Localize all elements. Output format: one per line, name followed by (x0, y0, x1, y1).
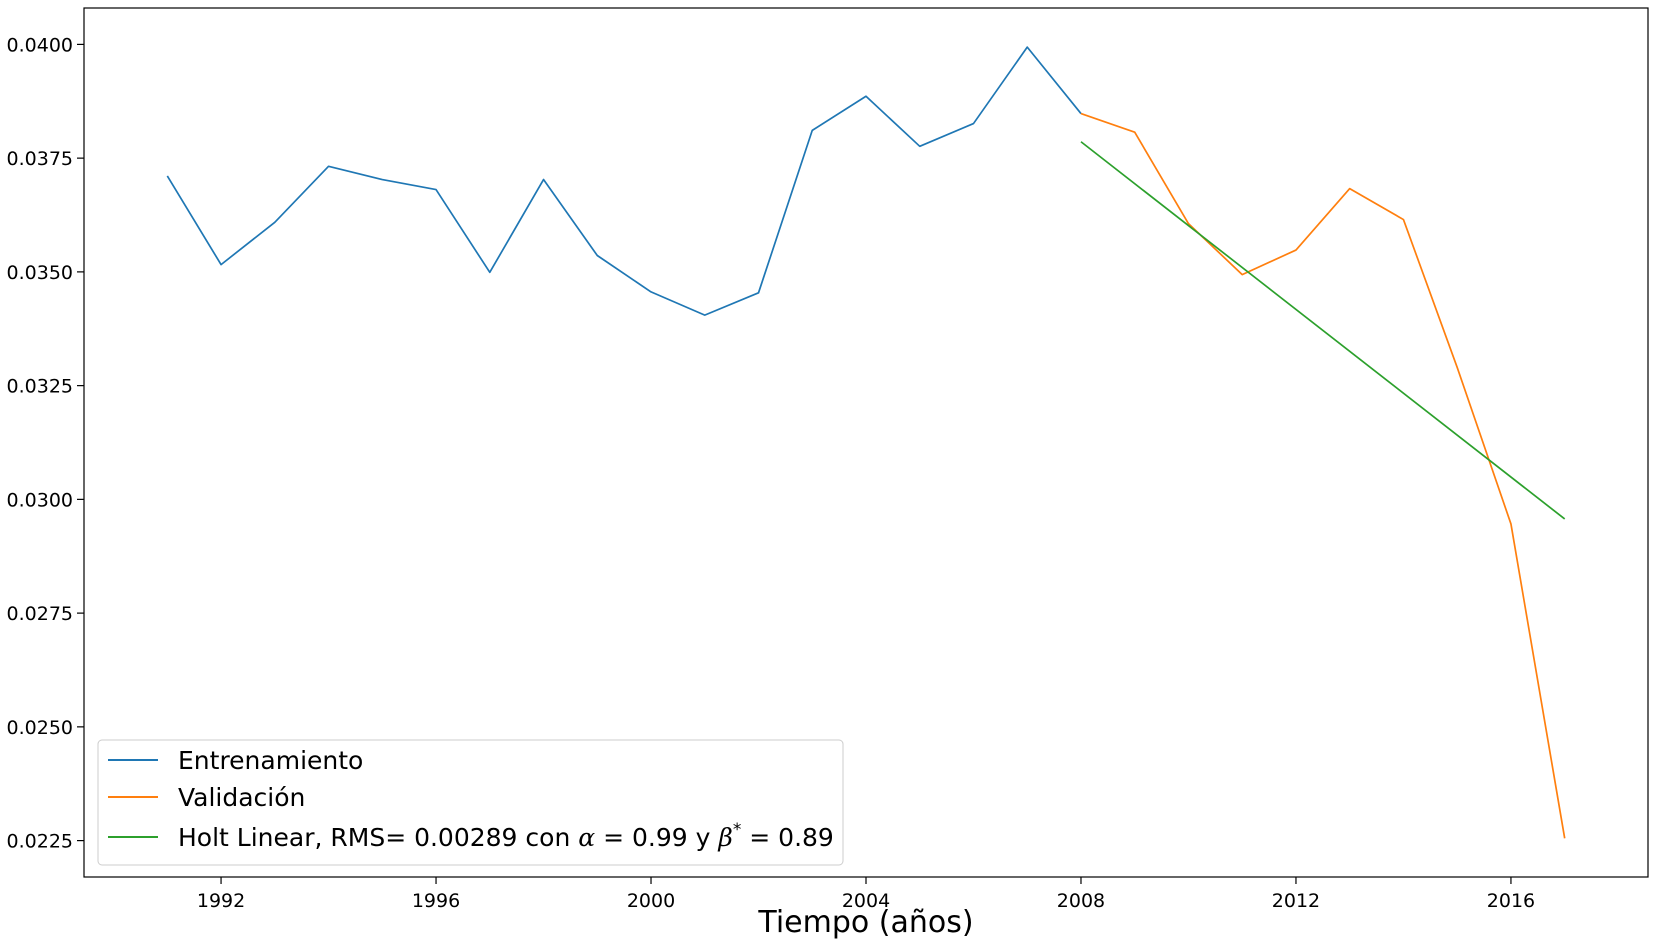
y-axis-ticks: 0.0225 0.0250 0.0275 0.0300 0.0325 0.0350 0.03… (7, 34, 84, 853)
legend-beta-value: = 0.89 (741, 823, 834, 852)
series-line-holt-linear (1080, 141, 1566, 520)
legend-beta-superscript: * (733, 820, 742, 840)
series-line-validacion (1080, 112, 1566, 839)
x-axis-title: Tiempo (años) (757, 905, 973, 940)
legend-alpha-value: = 0.99 (595, 823, 688, 852)
legend-holt-space (570, 823, 578, 852)
plot-frame (83, 7, 1649, 878)
x-tick-label: 2016 (1487, 890, 1535, 912)
y-tick-label: 0.0350 (7, 262, 73, 284)
x-tick-label: 2008 (1057, 890, 1105, 912)
y-tick-label: 0.0225 (7, 831, 73, 853)
y-tick-label: 0.0400 (7, 34, 73, 56)
x-tick-label: 1992 (197, 890, 245, 912)
legend-label-holt-linear: Holt Linear, RMS= 0.00289 con α = 0.99 y… (178, 820, 834, 852)
y-tick-label: 0.0375 (7, 148, 73, 170)
legend-label-entrenamiento: Entrenamiento (178, 746, 363, 775)
y-tick-label: 0.0300 (7, 489, 73, 511)
legend: Entrenamiento Validación Holt Linear, RM… (97, 739, 844, 866)
x-tick-label: 2000 (627, 890, 675, 912)
legend-beta-symbol: β (717, 823, 732, 852)
series-line-entrenamiento (166, 46, 1082, 316)
y-tick-label: 0.0275 (7, 603, 73, 625)
x-axis-ticks: 1992 1996 2000 2004 2008 2012 2016 (197, 877, 1535, 912)
legend-box (97, 739, 844, 866)
x-tick-label: 1996 (412, 890, 460, 912)
legend-label-validacion: Validación (178, 783, 305, 812)
legend-holt-label-main: Holt Linear, RMS= 0.00289 con (178, 823, 570, 852)
y-tick-label: 0.0325 (7, 376, 73, 398)
series-lines (166, 46, 1566, 839)
x-tick-label: 2004 (842, 890, 890, 912)
legend-conjunction: y (688, 823, 719, 852)
legend-alpha-symbol: α (578, 823, 595, 852)
y-tick-label: 0.0250 (7, 717, 73, 739)
x-tick-label: 2012 (1272, 890, 1320, 912)
